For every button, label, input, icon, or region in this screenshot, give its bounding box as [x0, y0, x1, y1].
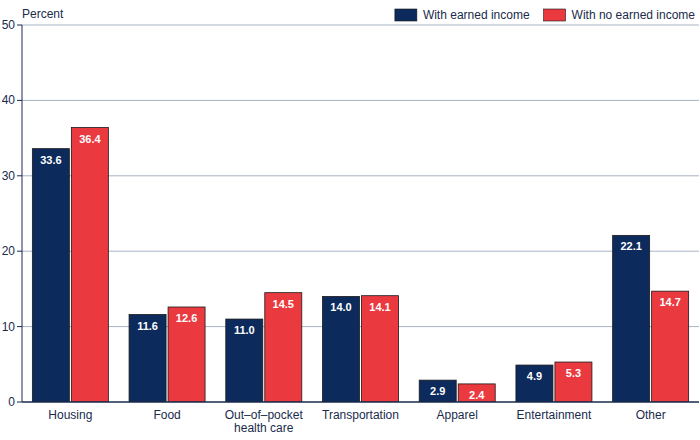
data-label: 22.1 [620, 240, 641, 252]
label-line: Food [153, 408, 180, 422]
category-label: Housing [48, 408, 92, 422]
label-line: Apparel [437, 408, 478, 422]
legend-swatch [395, 9, 417, 21]
tick-mark [17, 251, 22, 252]
category-label: Food [153, 408, 180, 422]
data-label: 11.6 [137, 320, 158, 332]
label-line: Entertainment [517, 408, 592, 422]
tick-label: 20 [2, 244, 16, 258]
bar [71, 128, 108, 402]
category-label: Apparel [437, 408, 478, 422]
legend-label: With earned income [423, 8, 530, 22]
grid-line [22, 326, 699, 327]
data-label: 2.4 [469, 389, 485, 401]
data-label: 14.1 [369, 301, 390, 313]
data-label: 2.9 [430, 385, 445, 397]
bars [32, 128, 688, 402]
tick-mark [17, 326, 22, 327]
tick-mark [17, 402, 22, 403]
category-label: Transportation [322, 408, 399, 422]
axis-title: Percent [22, 7, 64, 21]
tick-label: 30 [2, 169, 16, 183]
data-label: 33.6 [40, 154, 61, 166]
label-line: Other [636, 408, 666, 422]
bar [516, 365, 553, 402]
data-label: 14.0 [330, 301, 351, 313]
label-line: Housing [48, 408, 92, 422]
label-line: health care [234, 421, 294, 435]
grid-line [22, 100, 699, 101]
bar [362, 296, 399, 402]
legend-label: With no earned income [572, 8, 696, 22]
data-label: 14.7 [659, 296, 680, 308]
category-label: Out–of–pockethealth care [225, 408, 304, 435]
x-axis [22, 401, 699, 403]
tick-mark [17, 175, 22, 176]
grid-line [22, 175, 699, 176]
tick-label: 0 [8, 395, 15, 409]
label-line: Out–of–pocket [225, 408, 304, 422]
bar [458, 384, 495, 402]
bar [32, 149, 69, 402]
grid-line [22, 251, 699, 252]
data-label: 36.4 [79, 133, 101, 145]
tick-label: 40 [2, 93, 16, 107]
bar [168, 307, 205, 402]
bar [613, 235, 650, 402]
chart: 0 10 20 30 40 50 Percent 33.6 11.6 11.0 14.0 2.9 4.9… [0, 0, 700, 440]
bar [323, 296, 360, 402]
bar [265, 293, 302, 402]
data-label: 14.5 [273, 298, 294, 310]
data-label: 5.3 [566, 367, 581, 379]
category-label: Entertainment [517, 408, 592, 422]
legend-swatch [544, 9, 566, 21]
data-label: 11.0 [234, 324, 255, 336]
legend: With earned income With no earned income [395, 8, 695, 22]
bar [419, 380, 456, 402]
bar [555, 362, 592, 402]
label-line: Transportation [322, 408, 399, 422]
grid-line [22, 25, 699, 26]
tick-label: 10 [2, 320, 16, 334]
category-label: Other [636, 408, 666, 422]
tick-mark [17, 100, 22, 101]
y-axis [22, 25, 23, 402]
bar [226, 319, 263, 402]
tick-mark [17, 25, 22, 26]
tick-label: 50 [2, 18, 16, 32]
bar [129, 315, 166, 402]
data-label: 4.9 [527, 370, 542, 382]
bar [652, 291, 689, 402]
data-label: 12.6 [176, 312, 197, 324]
data-labels: 33.6 11.6 11.0 14.0 2.9 4.9 22.1 36.4 12.6 14.5 14… [40, 133, 681, 401]
